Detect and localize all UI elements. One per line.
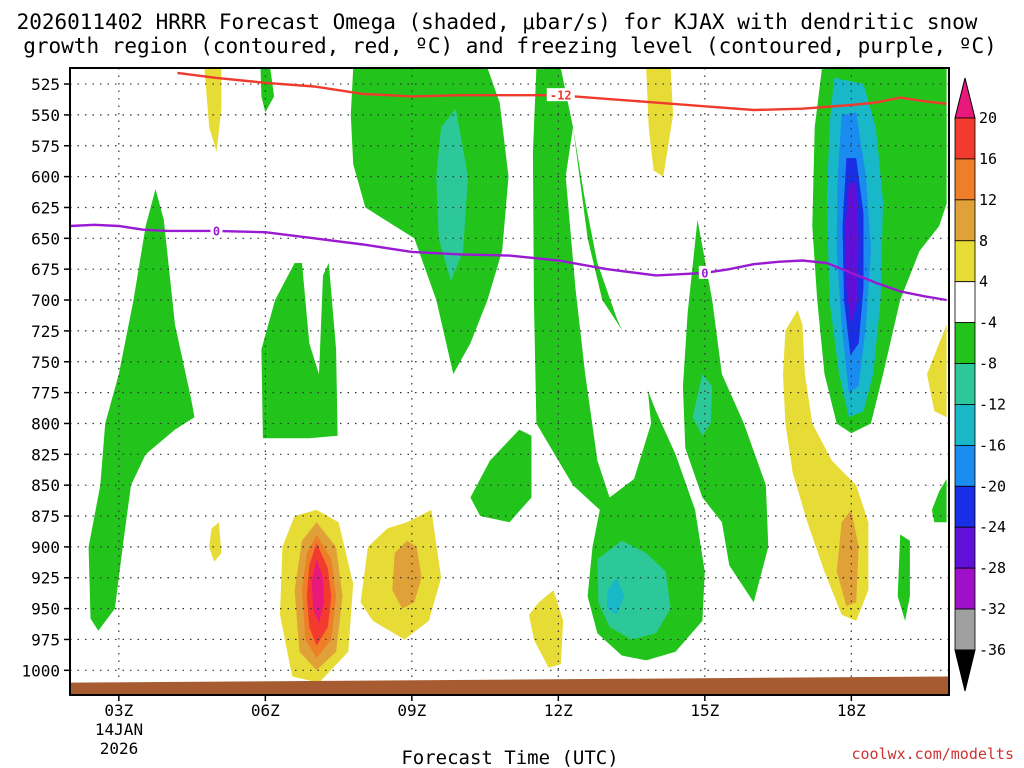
omega-region-upward-motion-10z [350,68,509,375]
y-label-800: 800 [31,414,60,433]
omega-region-strong-up-13z-blue [607,577,625,615]
omega-region-upward-motion-05z-top [260,68,275,113]
omega-region-sinking-04z-top [204,68,222,152]
dendritic-label-bg [546,88,575,102]
y-label-875: 875 [31,507,60,526]
y-label-925: 925 [31,569,60,588]
x-axis-title: Forecast Time (UTC) [401,747,618,768]
freezing-label-1: 0 [213,224,220,238]
omega-region-upward-motion-20z-lowedge [931,479,947,523]
colorbar-bin-2 [954,199,976,242]
dendritic-growth-contour [177,71,947,112]
colorbar-tick-11: -28 [979,559,1006,577]
dendritic-label: -12 [550,89,572,103]
colorbar-bin-12 [954,608,976,651]
colorbar-bin-4 [954,281,976,324]
plot-frame [69,67,950,696]
y-label-1000: 1000 [21,661,60,680]
x-label-06Z: 06Z [251,701,280,720]
x-year-label: 2026 [100,739,139,758]
temperature-contours: -12 0 0 [69,71,947,302]
colorbar-bin-3 [954,240,976,283]
freezing-label-2: 0 [701,266,708,280]
colorbar-tick-1: 16 [979,150,997,168]
y-label-625: 625 [31,198,60,217]
y-label-650: 650 [31,229,60,248]
colorbar-bin-5 [954,322,976,364]
colorbar-tick-7: -12 [979,395,1006,413]
x-label-12Z: 12Z [544,701,573,720]
colorbar-tick-6: -8 [979,355,997,373]
omega-region-upward-motion-20z-edge [939,114,947,177]
omega-region-upward-motion-12z-dry-slot [565,127,652,498]
omega-region-upward-motion-11z-blob [470,429,532,523]
terrain-layer [70,676,949,695]
y-label-675: 675 [31,260,60,279]
colorbar-tick-4: 4 [979,273,988,291]
colorbar-bin-10 [954,526,976,569]
colorbar-tick-8: -16 [979,436,1006,454]
colorbar-tick-13: -36 [979,641,1006,659]
omega-region-sinking-12z-low [529,590,564,668]
colorbar-tick-5: -4 [979,314,997,332]
omega-shading [88,68,947,683]
y-axis-pressure: 525 550 575 600 625 650 675 700 725 750 775 800 825 8… [21,75,70,680]
y-label-750: 750 [31,353,60,372]
y-label-775: 775 [31,384,60,403]
chart-title-line-1: 2026011402 HRRR Forecast Omega (shaded, … [17,10,978,34]
colorbar-tick-3: 8 [979,232,988,250]
omega-region-sinking-07z-magenta [311,559,324,624]
plot-area: -12 0 0 [69,67,950,696]
colorbar-bin-7 [954,404,976,446]
omega-region-upward-motion-05z-mid [261,263,338,439]
colorbar-bin-1 [954,158,976,201]
freezing-label-1-bg [210,223,223,237]
colorbar-over-triangle [954,77,976,119]
y-label-825: 825 [31,445,60,464]
colorbar-bin-6 [954,363,976,405]
y-label-850: 850 [31,476,60,495]
freezing-label-2-bg [698,265,711,279]
x-label-18Z: 18Z [837,701,866,720]
omega-region-upward-motion-15z [682,219,769,603]
y-label-525: 525 [31,75,60,94]
x-label-15Z: 15Z [690,701,719,720]
omega-region-sinking-09z-orange [392,540,422,609]
y-label-725: 725 [31,322,60,341]
terrain-fill [70,676,949,695]
omega-region-upward-motion-15z-core [692,374,713,436]
y-label-950: 950 [31,600,60,619]
y-label-575: 575 [31,137,60,156]
colorbar-bin-8 [954,444,976,487]
y-label-900: 900 [31,538,60,557]
y-label-700: 700 [31,291,60,310]
colorbar-bin-0 [954,117,976,160]
colorbar-under-triangle [954,649,976,692]
colorbar-tick-12: -32 [979,600,1006,618]
credit-text: coolwx.com/modelts [851,745,1014,763]
y-label-550: 550 [31,106,60,125]
y-label-600: 600 [31,168,60,187]
omega-region-strong-up-18z-purple [845,182,859,325]
omega-region-sinking-20z-edge [927,324,947,418]
x-label-09Z: 09Z [397,701,426,720]
colorbar-tick-10: -24 [979,518,1006,536]
colorbar-tick-0: 20 [979,109,997,127]
omega-region-sinking-05z-low [209,522,222,562]
colorbar-bin-11 [954,567,976,610]
omega-region-sinking-18z-orange [836,509,859,607]
colorbar: 20 16 12 8 4 -4 -8 -12 -16 -20 -24 -28 -32 -36 [954,77,1006,692]
colorbar-tick-2: 12 [979,191,997,209]
x-label-03Z: 03Z [104,701,133,720]
x-date-label: 14JAN [95,720,143,739]
y-label-975: 975 [31,630,60,649]
omega-region-strong-up-13z-teal [597,540,671,640]
omega-region-sinking-13z-top [646,68,674,177]
x-axis-time: 14JAN 2026 03Z 06Z 09Z 12Z 15Z 18Z [95,695,866,758]
colorbar-tick-9: -20 [979,477,1006,495]
freezing-level-contour [69,223,947,302]
colorbar-bin-9 [954,485,976,528]
chart-title-line-2: growth region (contoured, red, ºC) and f… [23,34,997,58]
